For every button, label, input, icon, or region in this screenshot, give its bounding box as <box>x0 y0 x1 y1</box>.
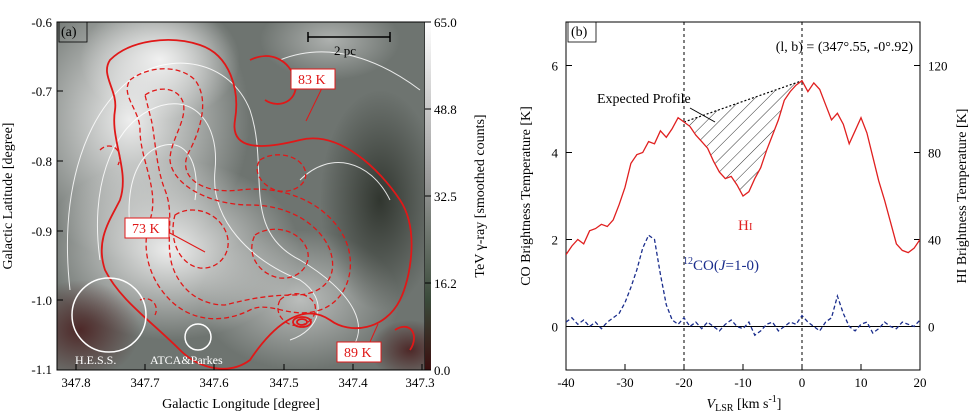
hi-series-label: HI <box>738 218 753 234</box>
colorbar-tick: 65.0 <box>434 15 457 30</box>
colorbar-tick: 0.0 <box>434 363 450 378</box>
xtick-label: 10 <box>855 375 868 390</box>
panel-a-xticks: 347.8 347.7 347.6 347.5 347.4 347.3 <box>61 375 434 390</box>
xlabel-v: V <box>707 397 717 412</box>
ytick: -1.1 <box>31 362 52 377</box>
temp-label-83k-text: 83 K <box>298 73 326 88</box>
panel-a-label: (a) <box>61 25 77 40</box>
atca-beam-label: ATCA&Parkes <box>150 353 223 367</box>
panel-b-label: (b) <box>571 25 588 40</box>
colorbar: 65.0 48.8 32.5 16.2 0.0 TeV γ-ray [smoot… <box>425 15 488 378</box>
hi-label-sub: I <box>749 221 753 233</box>
xtick: 347.3 <box>405 375 434 390</box>
panel-a-ylabel: Galactic Latitude [degree] <box>1 123 16 270</box>
hess-beam-label: H.E.S.S. <box>75 353 116 367</box>
panel-b-xlabel: VLSR [km s-1] <box>707 394 782 414</box>
panel-b-yticks-right: 0 40 80 120 <box>928 59 948 335</box>
co-series-label: 12CO(J=1-0) <box>683 256 759 274</box>
temp-label-73k-text: 73 K <box>132 222 160 237</box>
panel-b-ylabel-left: CO Brightness Temperature [K] <box>519 106 534 286</box>
panel-b-yticks-left: 0 2 4 6 <box>552 59 559 335</box>
hi-series-line <box>566 79 920 256</box>
hess-beam-circle <box>71 277 147 353</box>
ytick-left-label: 2 <box>552 233 559 248</box>
ytick: -0.7 <box>31 84 52 99</box>
ytick-left-label: 6 <box>552 59 559 74</box>
co-label-main: CO( <box>693 258 719 274</box>
temp-label-83k: 83 K <box>290 68 336 90</box>
panel-b: -40 -30 -20 -10 0 10 20 0 2 4 6 0 40 80 120 (b) (l, … <box>519 21 970 414</box>
xtick-label: -30 <box>616 375 633 390</box>
co-label-post: =1-0) <box>726 258 759 274</box>
xlabel-close: ] <box>777 397 782 412</box>
ytick-right-label: 0 <box>928 320 935 335</box>
panel-a-yticks: -0.6 -0.7 -0.8 -0.9 -1.0 -1.1 <box>31 15 52 377</box>
xlabel-unit: [km s <box>733 397 768 412</box>
temp-label-89k: 89 K <box>336 341 382 363</box>
ytick-left-label: 0 <box>552 320 559 335</box>
panel-a: (a) 2 pc 83 K 73 K 89 K H.E.S.S. ATCA&Pa… <box>1 15 488 412</box>
xtick-label: 20 <box>914 375 927 390</box>
expected-profile-hatch <box>684 80 802 196</box>
ytick-right-label: 120 <box>928 59 948 74</box>
hi-label-main: H <box>738 218 749 234</box>
co-label-iso: 12 <box>683 256 693 267</box>
panel-b-title: (l, b) = (347°.55, -0°.92) <box>776 40 914 55</box>
scale-bar-label: 2 pc <box>334 43 356 58</box>
panel-a-xlabel: Galactic Longitude [degree] <box>162 397 320 412</box>
expected-profile-pointer <box>689 107 716 123</box>
xtick-label: -10 <box>734 375 751 390</box>
xtick-label: 0 <box>799 375 806 390</box>
xtick: 347.4 <box>338 375 368 390</box>
panel-b-xticks: -40 -30 -20 -10 0 10 20 <box>557 375 926 390</box>
xtick-label: -40 <box>557 375 574 390</box>
gamma-ray-image <box>57 22 425 370</box>
ytick: -1.0 <box>31 293 52 308</box>
ytick: -0.6 <box>31 15 52 30</box>
panel-b-ylabel-right: HI Brightness Temperature [K] <box>955 109 970 284</box>
xtick-label: -20 <box>675 375 692 390</box>
ytick-right-label: 80 <box>928 146 941 161</box>
xlabel-sub: LSR <box>715 403 734 414</box>
xtick: 347.5 <box>269 375 298 390</box>
ytick-left-label: 4 <box>552 146 559 161</box>
temp-label-73k: 73 K <box>124 217 170 239</box>
xtick: 347.8 <box>61 375 90 390</box>
ytick: -0.9 <box>31 224 52 239</box>
atca-beam-circle <box>184 323 212 351</box>
ytick: -0.8 <box>31 154 52 169</box>
ytick-right-label: 40 <box>928 233 941 248</box>
colorbar-tick: 48.8 <box>434 102 457 117</box>
xtick: 347.7 <box>130 375 160 390</box>
expected-profile-label: Expected Profile <box>597 92 691 107</box>
xtick: 347.6 <box>199 375 229 390</box>
temp-label-89k-text: 89 K <box>344 346 372 361</box>
colorbar-tick: 16.2 <box>434 276 457 291</box>
panel-a-ticks <box>57 21 423 371</box>
co-label-j: J <box>719 258 727 274</box>
colorbar-tick: 32.5 <box>434 189 457 204</box>
colorbar-label: TeV γ-ray [smoothed counts] <box>473 114 488 277</box>
xlabel-unit-sup: -1 <box>768 394 776 405</box>
